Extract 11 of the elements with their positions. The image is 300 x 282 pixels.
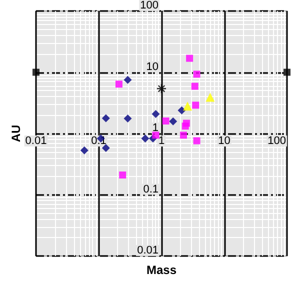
y-tick-label: 0.1 <box>143 183 158 196</box>
y-axis-title: AU <box>9 124 23 142</box>
x-tick-label: 100 <box>268 135 286 147</box>
y-tick-label: 1 <box>152 122 158 134</box>
x-axis-title: Mass <box>146 263 177 277</box>
y-tick-label: 10 <box>146 60 158 73</box>
y-tick-label: 0.01 <box>137 244 158 256</box>
x-tick-label: 0.1 <box>91 135 106 147</box>
y-tick-label: 100 <box>140 0 158 12</box>
x-tick-label: 10 <box>218 135 230 147</box>
x-tick-label: 0.01 <box>25 135 47 147</box>
